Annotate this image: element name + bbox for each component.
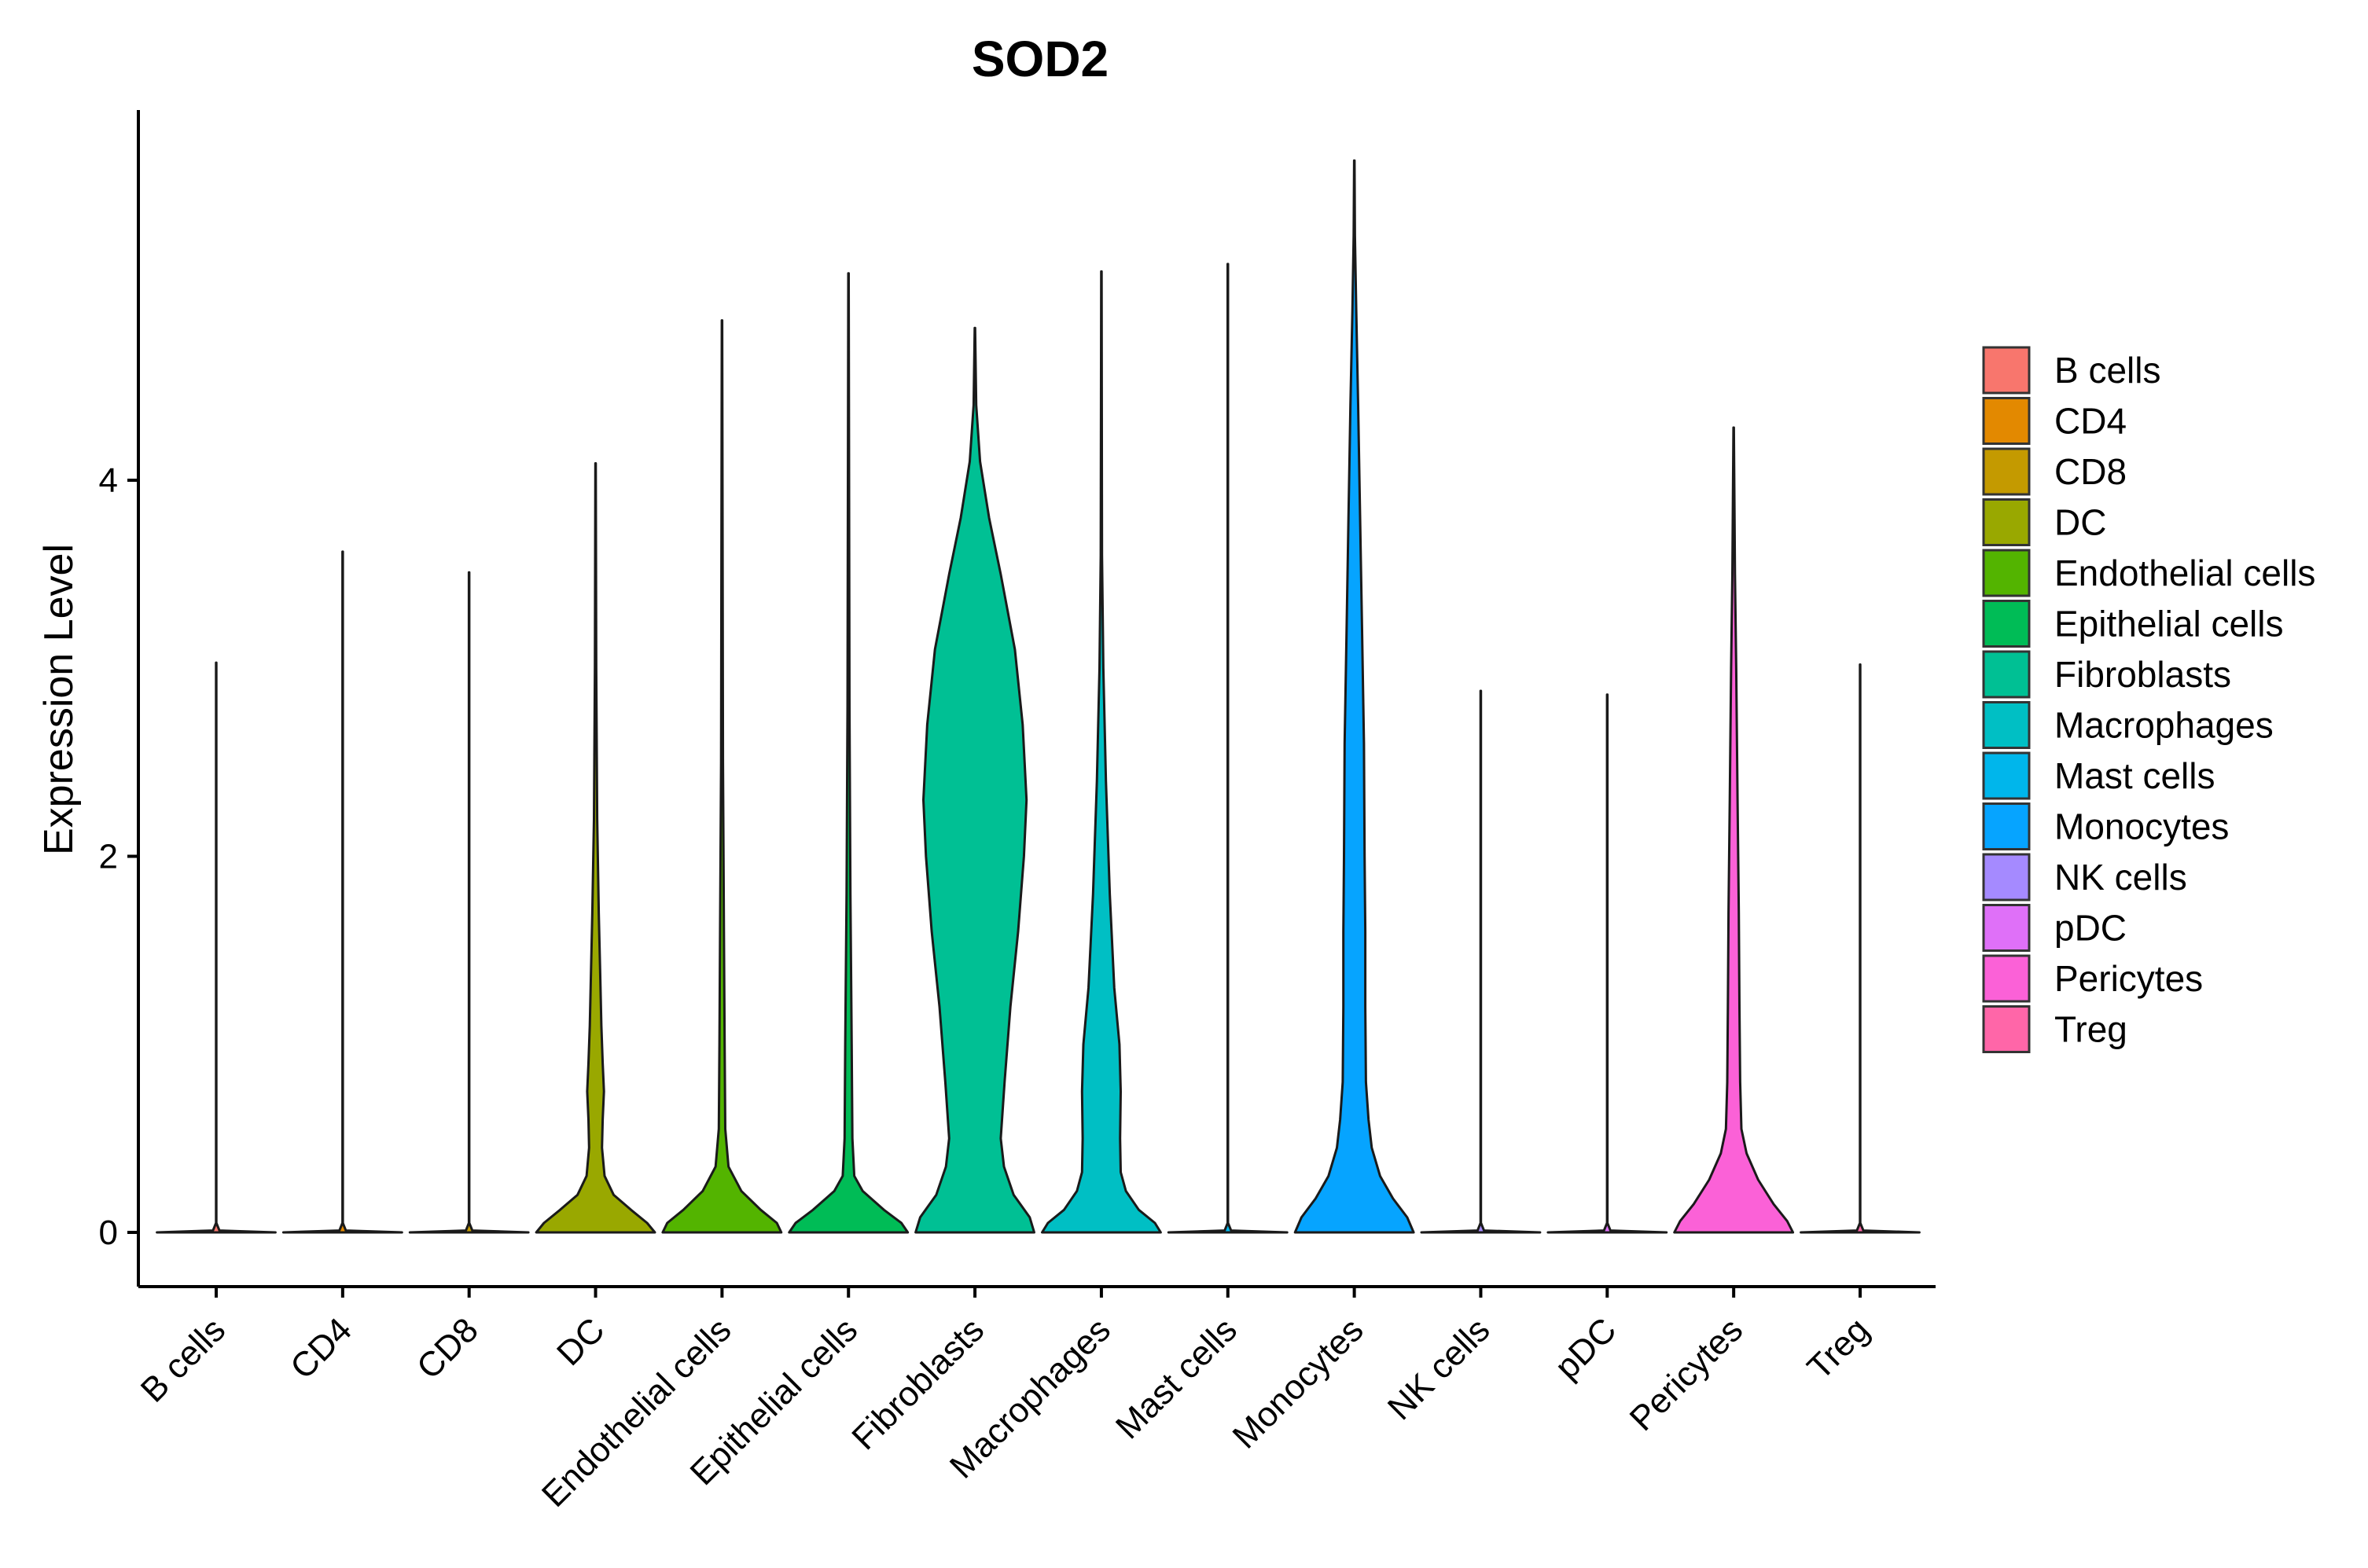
violin-fibroblasts <box>914 326 1035 1234</box>
legend-label-pericytes: Pericytes <box>2054 958 2203 999</box>
violin-cd4 <box>281 550 403 1234</box>
y-tick-label-0: 0 <box>99 1214 118 1252</box>
legend: B cells CD4 CD8 DC Endothelial cells Epitheli… <box>1982 346 2315 1053</box>
violin-epithelial-cells <box>788 272 910 1234</box>
y-tick-label-4: 4 <box>99 461 118 500</box>
legend-swatch-mast-cells <box>1982 751 2031 800</box>
legend-swatch-endothelial-cells <box>1982 549 2031 597</box>
violin-nk-cells <box>1420 689 1542 1234</box>
legend-swatch-pericytes <box>1982 954 2031 1003</box>
legend-swatch-cd8 <box>1982 447 2031 496</box>
x-tick-label-dc: DC <box>550 1310 612 1373</box>
legend-swatch-cd4 <box>1982 397 2031 445</box>
x-tick-label-b-cells: B cells <box>134 1310 233 1409</box>
legend-label-cd4: CD4 <box>2054 401 2127 442</box>
x-tick-label-pericytes: Pericytes <box>1623 1310 1751 1438</box>
x-tick-label-monocytes: Monocytes <box>1226 1310 1371 1456</box>
legend-label-pdc: pDC <box>2054 908 2127 949</box>
legend-swatch-fibroblasts <box>1982 650 2031 699</box>
legend-label-cd8: CD8 <box>2054 451 2127 492</box>
legend-swatch-treg <box>1982 1005 2031 1053</box>
violin-macrophages <box>1041 270 1162 1234</box>
legend-label-monocytes: Monocytes <box>2054 806 2229 847</box>
violin-b-cells <box>156 661 277 1234</box>
legend-swatch-monocytes <box>1982 802 2031 850</box>
violin-cd8 <box>408 571 530 1234</box>
violin-pdc <box>1546 693 1668 1234</box>
legend-swatch-epithelial-cells <box>1982 600 2031 648</box>
x-tick-label-cd8: CD8 <box>410 1310 486 1386</box>
y-tick-label-2: 2 <box>99 838 118 876</box>
violin-monocytes <box>1293 159 1415 1234</box>
legend-label-nk-cells: NK cells <box>2054 857 2187 898</box>
violin-treg <box>1800 663 1921 1234</box>
x-tick-label-treg: Treg <box>1800 1310 1877 1386</box>
violin-pericytes <box>1673 426 1795 1234</box>
violin-dc <box>535 462 656 1234</box>
chart-title: SOD2 <box>972 31 1109 87</box>
legend-label-treg: Treg <box>2054 1009 2127 1050</box>
legend-label-b-cells: B cells <box>2054 350 2160 391</box>
legend-label-macrophages: Macrophages <box>2054 705 2274 746</box>
legend-label-fibroblasts: Fibroblasts <box>2054 654 2231 695</box>
x-tick-label-cd4: CD4 <box>283 1310 359 1386</box>
legend-label-endothelial-cells: Endothelial cells <box>2054 553 2315 593</box>
legend-label-mast-cells: Mast cells <box>2054 755 2215 796</box>
legend-swatch-dc <box>1982 498 2031 546</box>
violin-endothelial-cells <box>661 319 783 1234</box>
violin-mast-cells <box>1167 263 1289 1234</box>
violins-group <box>156 159 1921 1234</box>
legend-swatch-macrophages <box>1982 701 2031 749</box>
x-tick-label-pdc: pDC <box>1547 1310 1623 1386</box>
legend-label-epithelial-cells: Epithelial cells <box>2054 604 2283 644</box>
x-tick-label-nk-cells: NK cells <box>1381 1310 1498 1427</box>
x-tick-label-mast-cells: Mast cells <box>1109 1310 1245 1446</box>
legend-swatch-b-cells <box>1982 346 2031 395</box>
legend-swatch-nk-cells <box>1982 853 2031 902</box>
legend-label-dc: DC <box>2054 502 2106 543</box>
y-axis-title: Expression Level <box>36 544 82 855</box>
legend-swatch-pdc <box>1982 904 2031 952</box>
